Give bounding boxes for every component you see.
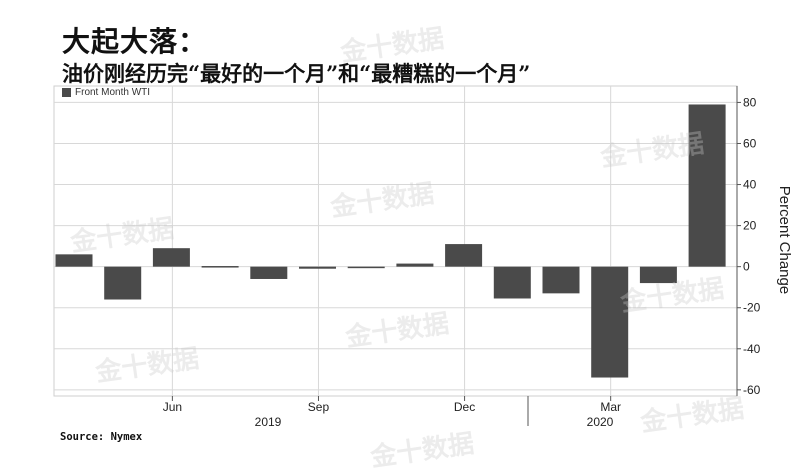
y-tick-label: 40 bbox=[743, 178, 757, 192]
plot-area bbox=[53, 85, 738, 397]
y-tick-label: -60 bbox=[743, 383, 761, 397]
bar bbox=[542, 266, 580, 294]
y-tick-label: -40 bbox=[743, 342, 761, 356]
bar bbox=[396, 263, 434, 267]
y-tick-label: 60 bbox=[743, 136, 757, 150]
legend: Front Month WTI bbox=[62, 87, 150, 98]
bar bbox=[250, 266, 288, 279]
x-tick-label: Dec bbox=[454, 400, 475, 414]
x-year-label: 2020 bbox=[587, 415, 614, 429]
chart-subtitle: 油价刚经历完“最好的一个月”和“最糟糕的一个月” bbox=[62, 61, 531, 86]
bar bbox=[104, 266, 142, 300]
y-tick-label: 80 bbox=[743, 95, 757, 109]
y-tick-label: 0 bbox=[743, 260, 750, 274]
x-tick-label: Jun bbox=[163, 400, 182, 414]
chart-title: 大起大落： bbox=[62, 25, 208, 58]
bar bbox=[55, 254, 93, 267]
x-tick-label: Mar bbox=[600, 400, 621, 414]
y-axis-title: Percent Change bbox=[776, 186, 793, 294]
bar bbox=[639, 266, 677, 284]
source-note: Source: Nymex bbox=[60, 431, 143, 443]
bar bbox=[201, 266, 239, 268]
legend-swatch bbox=[62, 88, 71, 97]
bar bbox=[591, 266, 629, 378]
bar bbox=[152, 248, 190, 267]
legend-label: Front Month WTI bbox=[75, 87, 151, 98]
bar bbox=[347, 266, 385, 269]
bar bbox=[299, 266, 336, 269]
bar bbox=[493, 266, 531, 299]
x-tick-label: Sep bbox=[308, 400, 330, 414]
y-tick-label: -20 bbox=[743, 301, 761, 315]
x-year-label: 2019 bbox=[255, 415, 282, 429]
bar bbox=[688, 104, 726, 267]
bar bbox=[445, 244, 483, 267]
y-tick-label: 20 bbox=[743, 219, 757, 233]
